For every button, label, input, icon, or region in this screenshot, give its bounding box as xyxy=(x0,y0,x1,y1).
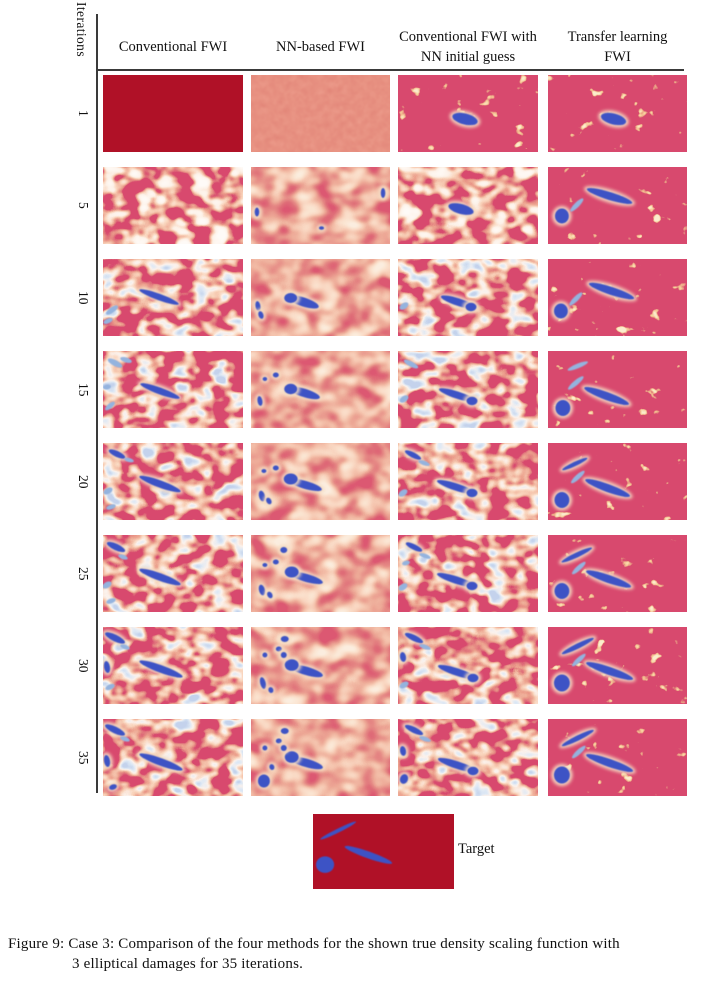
heatmap-cell-conventional-fwi-iter-15 xyxy=(103,351,243,428)
heatmap-image xyxy=(548,535,687,612)
heatmap-cell-conventional-fwi-iter-30 xyxy=(103,627,243,704)
heatmap-image xyxy=(251,351,390,428)
heatmap-cell-conventional-fwi-iter-10 xyxy=(103,259,243,336)
heatmap-image xyxy=(251,443,390,520)
heatmap-image xyxy=(103,259,243,336)
heatmap-image xyxy=(548,627,687,704)
heatmap-cell-conventional-fwi-nn-initial-guess-iter-35 xyxy=(398,719,538,796)
row-label-iteration-30: 30 xyxy=(76,658,91,673)
column-header-transfer-learning-fwi: Transfer learning FWI xyxy=(548,26,687,68)
heatmap-image xyxy=(548,75,687,152)
heatmap-image xyxy=(103,351,243,428)
heatmap-image xyxy=(548,167,687,244)
heatmap-cell-conventional-fwi-nn-initial-guess-iter-10 xyxy=(398,259,538,336)
heatmap-image xyxy=(251,75,390,152)
heatmap-cell-nn-based-fwi-iter-30 xyxy=(251,627,390,704)
heatmap-cell-conventional-fwi-iter-35 xyxy=(103,719,243,796)
column-header-text: FWI xyxy=(604,49,631,65)
heatmap-image xyxy=(548,351,687,428)
heatmap-cell-nn-based-fwi-iter-25 xyxy=(251,535,390,612)
heatmap-cell-transfer-learning-fwi-iter-25 xyxy=(548,535,687,612)
row-label-iteration-10: 10 xyxy=(76,290,91,305)
heatmap-image xyxy=(103,719,243,796)
heatmap-cell-conventional-fwi-nn-initial-guess-iter-5 xyxy=(398,167,538,244)
row-label-iteration-5: 5 xyxy=(76,202,91,209)
heatmap-cell-transfer-learning-fwi-iter-35 xyxy=(548,719,687,796)
heatmap-cell-conventional-fwi-iter-25 xyxy=(103,535,243,612)
row-label-iteration-25: 25 xyxy=(76,566,91,581)
heatmap-image xyxy=(398,535,538,612)
heatmap-cell-nn-based-fwi-iter-1 xyxy=(251,75,390,152)
heatmap-image xyxy=(398,259,538,336)
heatmap-cell-conventional-fwi-nn-initial-guess-iter-1 xyxy=(398,75,538,152)
column-header-text: Conventional FWI with xyxy=(399,29,537,45)
column-header-text: NN-based FWI xyxy=(276,39,365,55)
heatmap-cell-nn-based-fwi-iter-10 xyxy=(251,259,390,336)
heatmap-image xyxy=(398,443,538,520)
heatmap-image xyxy=(251,535,390,612)
heatmap-cell-transfer-learning-fwi-iter-15 xyxy=(548,351,687,428)
row-label-iteration-15: 15 xyxy=(76,382,91,397)
heatmap-cell-transfer-learning-fwi-iter-10 xyxy=(548,259,687,336)
target-label: Target xyxy=(458,841,495,857)
figure-caption: Figure 9: Case 3: Comparison of the four… xyxy=(8,934,620,974)
caption-line-1: Figure 9: Case 3: Comparison of the four… xyxy=(8,936,620,952)
caption-line-2: 3 elliptical damages for 35 iterations. xyxy=(72,956,304,972)
heatmap-image xyxy=(103,535,243,612)
y-axis-line xyxy=(96,14,98,793)
row-label-iteration-1: 1 xyxy=(76,110,91,117)
column-header-text: NN initial guess xyxy=(420,49,516,65)
column-header-conventional-fwi-nn-initial-guess: Conventional FWI with NN initial guess xyxy=(398,26,538,68)
column-header-nn-based-fwi: NN-based FWI xyxy=(251,26,390,68)
heatmap-image xyxy=(548,719,687,796)
heatmap-image xyxy=(398,351,538,428)
heatmap-image xyxy=(313,814,454,889)
heatmap-image xyxy=(103,167,243,244)
heatmap-image xyxy=(103,443,243,520)
heatmap-image xyxy=(398,167,538,244)
heatmap-cell-nn-based-fwi-iter-5 xyxy=(251,167,390,244)
heatmap-image xyxy=(251,259,390,336)
heatmap-cell-transfer-learning-fwi-iter-30 xyxy=(548,627,687,704)
heatmap-cell-conventional-fwi-nn-initial-guess-iter-15 xyxy=(398,351,538,428)
heatmap-image xyxy=(103,75,243,152)
iterations-axis-label: Iterations xyxy=(74,2,89,57)
heatmap-cell-nn-based-fwi-iter-15 xyxy=(251,351,390,428)
heatmap-image xyxy=(251,719,390,796)
heatmap-cell-conventional-fwi-nn-initial-guess-iter-30 xyxy=(398,627,538,704)
heatmap-cell-transfer-learning-fwi-iter-5 xyxy=(548,167,687,244)
heatmap-image xyxy=(548,443,687,520)
heatmap-cell-nn-based-fwi-iter-20 xyxy=(251,443,390,520)
target-image-wrap xyxy=(313,814,454,889)
heatmap-cell-conventional-fwi-nn-initial-guess-iter-20 xyxy=(398,443,538,520)
row-label-iteration-20: 20 xyxy=(76,474,91,489)
heatmap-cell-conventional-fwi-nn-initial-guess-iter-25 xyxy=(398,535,538,612)
heatmap-image xyxy=(398,75,538,152)
heatmap-cell-transfer-learning-fwi-iter-1 xyxy=(548,75,687,152)
row-label-iteration-35: 35 xyxy=(76,750,91,765)
column-header-text: Conventional FWI xyxy=(118,39,228,55)
heatmap-image xyxy=(398,627,538,704)
heatmap-image xyxy=(398,719,538,796)
heatmap-image xyxy=(103,627,243,704)
heatmap-cell-conventional-fwi-iter-5 xyxy=(103,167,243,244)
column-header-text: Transfer learning xyxy=(567,29,668,45)
heatmap-cell-conventional-fwi-iter-20 xyxy=(103,443,243,520)
heatmap-cell-transfer-learning-fwi-iter-20 xyxy=(548,443,687,520)
header-rule-line xyxy=(96,69,684,71)
column-header-conventional-fwi: Conventional FWI xyxy=(103,26,243,68)
heatmap-image xyxy=(548,259,687,336)
heatmap-image xyxy=(251,167,390,244)
heatmap-image xyxy=(251,627,390,704)
heatmap-cell-conventional-fwi-iter-1 xyxy=(103,75,243,152)
heatmap-cell-nn-based-fwi-iter-35 xyxy=(251,719,390,796)
